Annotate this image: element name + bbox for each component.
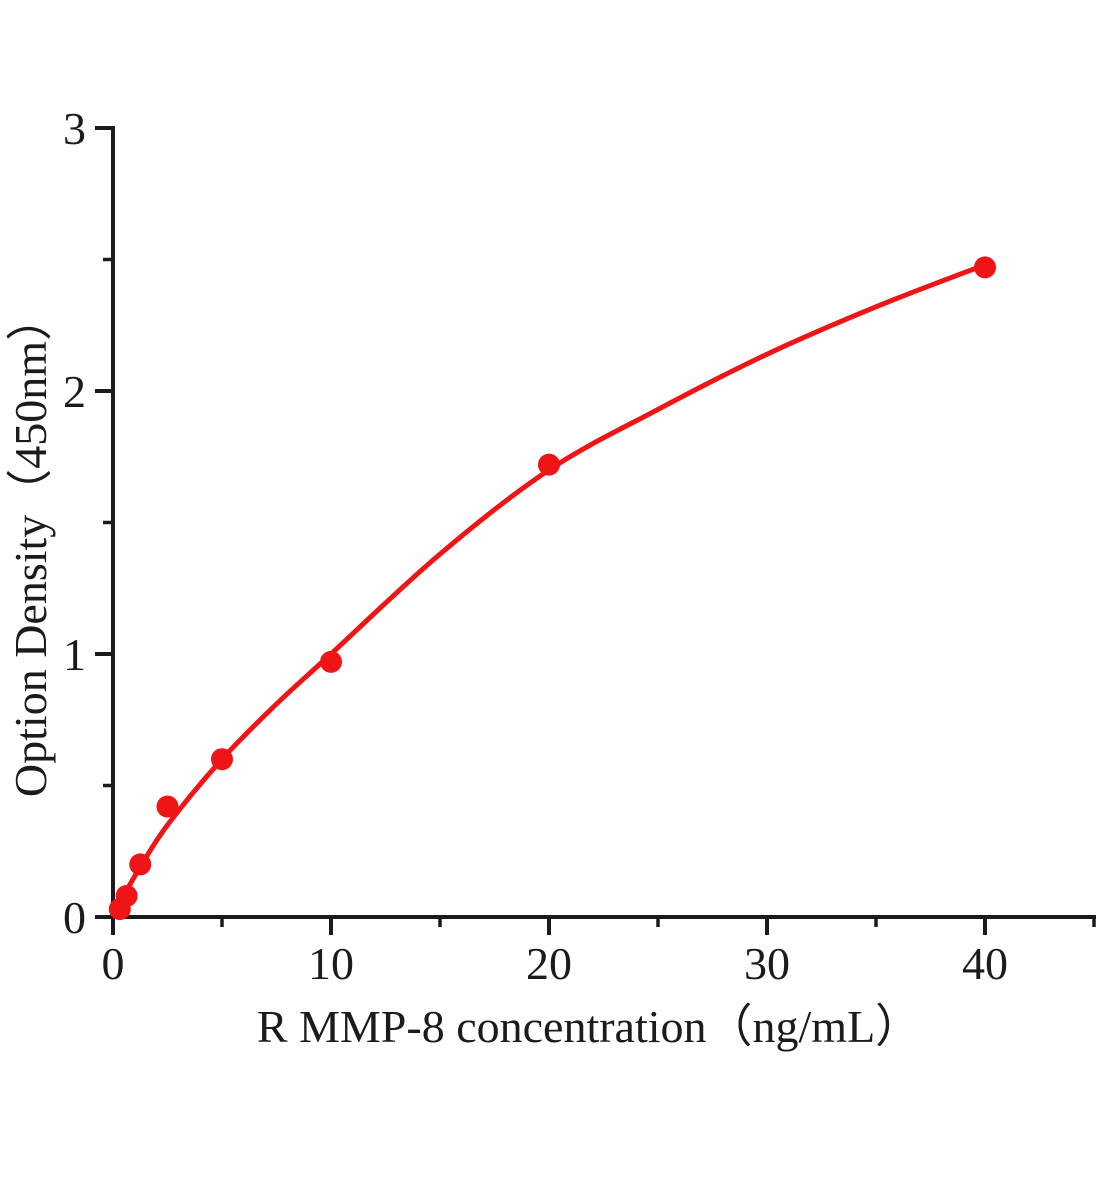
data-point [129,853,152,876]
data-point [211,748,233,771]
axis-ticks [95,126,1096,935]
axes [111,126,1096,919]
x-tick-label: 10 [308,938,354,989]
data-point [974,256,996,279]
x-tick-label: 30 [744,938,790,989]
x-tick-label: 20 [526,938,572,989]
data-point [538,453,560,476]
x-axis-label: R MMP-8 concentration（ng/mL） [257,1001,921,1052]
x-tick-label: 0 [102,938,125,989]
fit-curve [110,262,988,917]
tick-labels: 0 10 20 30 40 0 1 2 3 [63,103,1008,989]
y-tick-label: 2 [63,366,86,417]
x-tick-label: 40 [962,938,1008,989]
y-tick-label: 3 [63,103,86,154]
data-point [320,650,342,673]
data-point [115,884,138,907]
y-tick-label: 0 [63,892,86,943]
y-axis-label: Option Density（450nm） [5,295,56,797]
y-tick-label: 1 [63,629,86,680]
data-point [156,795,179,818]
data-points [108,256,996,921]
